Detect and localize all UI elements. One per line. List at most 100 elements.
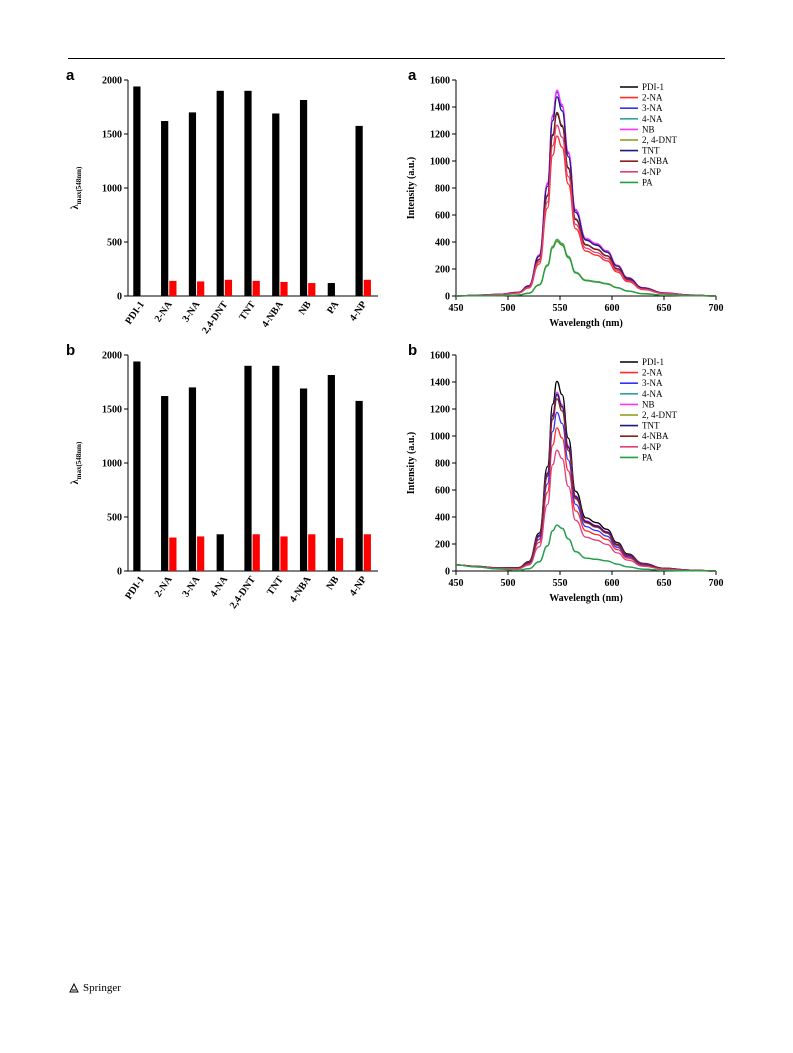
legend-label: 2, 4-DNT — [642, 135, 677, 145]
bar-red — [308, 534, 316, 571]
x-tick-label: PDI-1 — [123, 574, 147, 601]
bar-red — [197, 281, 205, 296]
legend-label: NB — [642, 124, 655, 134]
bar-red — [252, 280, 260, 296]
series-line — [455, 380, 717, 572]
line-chart-b: b 0 200 400 600 800 1000 1200 1400 1600 450 500 550 6… — [406, 342, 724, 604]
x-tick-label: 2-NA — [153, 299, 176, 325]
bar-chart-a: a 0 500 1000 1500 2000 λmax(548nm) PDI-1 2-NA 3-N… — [66, 67, 378, 336]
bar-black — [299, 388, 308, 571]
legend-label: PA — [642, 452, 653, 462]
y-tick-label: 800 — [435, 459, 450, 470]
panel-letter: a — [66, 67, 75, 84]
y-tick-label: 1000 — [102, 459, 122, 470]
bar-black — [355, 125, 363, 297]
y-tick-label: 500 — [107, 238, 122, 249]
y-axis-label: Intensity (a.u.) — [406, 432, 417, 495]
x-tick-label: PDI-1 — [123, 299, 147, 326]
bar-black — [188, 112, 197, 297]
series-line — [455, 394, 717, 572]
series-line — [455, 124, 717, 297]
series-line — [455, 398, 717, 572]
legend-label: 3-NA — [642, 103, 663, 113]
x-tick-label: 2,4-DNT — [200, 299, 230, 336]
legend-label: 4-NP — [642, 167, 661, 177]
bar-black — [188, 387, 197, 571]
series-line — [455, 391, 717, 572]
bar-black — [272, 113, 280, 296]
y-tick-label: 600 — [435, 486, 450, 497]
bar-red — [252, 534, 260, 571]
legend-label: 4-NP — [642, 442, 661, 452]
y-tick-label: 1400 — [430, 378, 450, 389]
y-tick-label: 1400 — [430, 103, 450, 114]
x-tick-label: 500 — [501, 578, 516, 589]
x-tick-label: TNT — [237, 299, 258, 322]
series-line — [455, 393, 717, 572]
y-tick-label: 200 — [435, 540, 450, 551]
bar-red — [363, 279, 371, 296]
bar-black — [299, 99, 308, 296]
bar-black — [161, 121, 169, 296]
x-tick-label: 4-NP — [348, 574, 369, 598]
x-tick-label: NB — [324, 574, 341, 592]
legend-label: PDI-1 — [642, 82, 664, 92]
bar-chart-b: b 0 500 1000 1500 2000 λmax(548nm) PDI-1 2-NA 3-N… — [66, 342, 378, 611]
series-line — [455, 449, 717, 572]
legend-label: 4-NA — [642, 389, 663, 399]
bar-black — [244, 365, 252, 571]
y-tick-label: 400 — [435, 238, 450, 249]
series-line — [455, 89, 717, 297]
y-axis-label: Intensity (a.u.) — [406, 157, 417, 220]
series-line — [455, 524, 717, 572]
y-tick-label: 1500 — [102, 130, 122, 141]
x-tick-label: PA — [325, 299, 342, 316]
line-chart-a: a 0 200 400 600 800 1000 1200 1400 1600 450 500 550 6… — [406, 67, 724, 329]
x-tick-label: 550 — [553, 303, 568, 314]
x-tick-label: 600 — [605, 303, 620, 314]
bar-red — [335, 538, 344, 571]
panel-b-line-chart: b 0 200 400 600 800 1000 1200 1400 1600 450 500 550 6… — [400, 337, 730, 612]
x-tick-label: 4-NBA — [260, 299, 286, 330]
x-tick-label: 2-NA — [153, 574, 176, 600]
series-line — [455, 91, 717, 297]
x-tick-label: 3-NA — [180, 574, 203, 600]
x-tick-label: 4-NBA — [288, 574, 314, 605]
bar-red — [169, 537, 177, 571]
y-tick-label: 0 — [117, 567, 122, 578]
x-tick-label: 4-NA — [208, 574, 231, 600]
legend-label: TNT — [642, 146, 660, 156]
y-tick-label: 0 — [117, 292, 122, 303]
bar-black — [216, 90, 224, 296]
x-tick-label: 450 — [449, 578, 464, 589]
y-tick-label: 1200 — [430, 130, 450, 141]
bar-black — [272, 365, 280, 571]
x-tick-label: 700 — [709, 578, 724, 589]
series-line — [455, 111, 717, 297]
bar-red — [224, 279, 233, 296]
legend-label: 2-NA — [642, 368, 663, 378]
x-tick-label: 3-NA — [180, 299, 203, 325]
y-tick-label: 1000 — [430, 157, 450, 168]
bar-black — [244, 90, 252, 296]
x-tick-label: 650 — [657, 303, 672, 314]
y-tick-label: 1000 — [430, 432, 450, 443]
x-tick-label: 550 — [553, 578, 568, 589]
bar-red — [308, 283, 316, 296]
series-line — [455, 427, 717, 572]
x-axis-label: Wavelength (nm) — [549, 593, 623, 604]
series-line — [455, 113, 717, 297]
y-tick-label: 2000 — [102, 76, 122, 87]
bar-red — [197, 536, 205, 571]
legend-label: PDI-1 — [642, 357, 664, 367]
panel-a-bar-chart: a 0 500 1000 1500 2000 λmax(548nm) PDI-1 2-NA 3-N… — [60, 62, 390, 337]
bar-black — [133, 86, 141, 296]
x-tick-label: 4-NP — [348, 299, 369, 323]
y-tick-label: 0 — [445, 292, 450, 303]
panel-a-line-chart: a 0 200 400 600 800 1000 1200 1400 1600 450 500 550 6… — [400, 62, 730, 337]
y-tick-label: 1000 — [102, 184, 122, 195]
bar-black — [161, 396, 169, 571]
x-tick-label: 2,4-DNT — [228, 574, 258, 611]
bar-black — [133, 361, 141, 571]
y-tick-label: 400 — [435, 513, 450, 524]
